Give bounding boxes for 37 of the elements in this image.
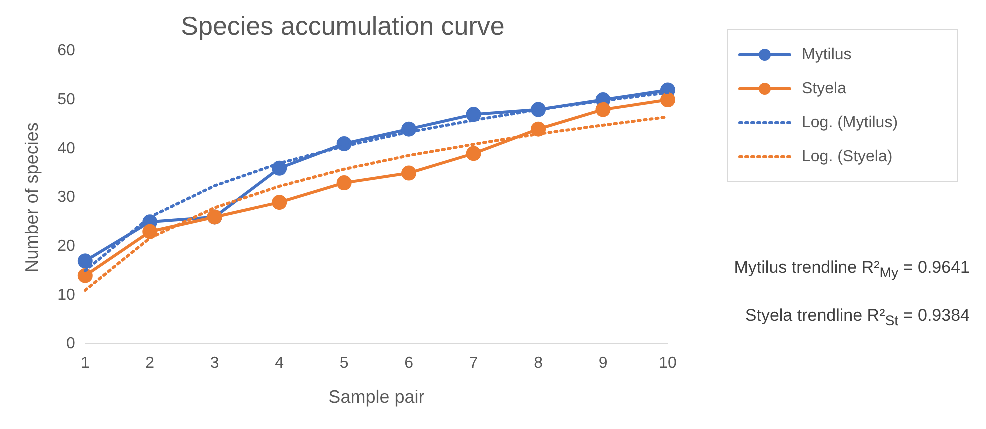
point bbox=[531, 122, 546, 137]
x-tick-label: 5 bbox=[340, 355, 349, 372]
point bbox=[596, 102, 611, 118]
point bbox=[466, 107, 482, 122]
x-tick-label: 1 bbox=[80, 355, 90, 372]
y-tick-label: 40 bbox=[58, 140, 76, 158]
y-axis-title: Number of species bbox=[22, 122, 42, 273]
x-tick-label: 2 bbox=[146, 355, 155, 372]
point bbox=[142, 224, 158, 240]
point bbox=[78, 268, 93, 284]
y-tick-label: 30 bbox=[58, 189, 76, 206]
x-tick-label: 4 bbox=[275, 355, 284, 372]
legend-label: Styela bbox=[802, 80, 847, 98]
y-tick-label: 20 bbox=[58, 238, 76, 255]
point bbox=[660, 92, 676, 108]
x-tick-label: 7 bbox=[469, 355, 478, 372]
x-axis-title: Sample pair bbox=[328, 387, 425, 408]
point bbox=[272, 195, 288, 210]
legend-label: Mytilus bbox=[802, 46, 852, 64]
x-tick-label: 3 bbox=[210, 355, 220, 372]
y-tick-label: 50 bbox=[58, 91, 76, 108]
y-tick-label: 0 bbox=[66, 336, 76, 353]
x-tick-label: 9 bbox=[598, 355, 608, 372]
legend-label: Log. (Mytilus) bbox=[802, 114, 898, 132]
chart-title: Species accumulation curve bbox=[181, 10, 505, 41]
text: Styela trendline R²$_{St}$ = 0.9384 bbox=[745, 306, 970, 330]
point bbox=[466, 146, 482, 162]
x-tick-label: 8 bbox=[534, 355, 544, 372]
x-tick-label: 10 bbox=[659, 355, 677, 372]
text: Mytilus trendline R²$_{My}$ = 0.9641 bbox=[734, 258, 970, 282]
point bbox=[336, 176, 352, 191]
x-tick-label: 6 bbox=[404, 355, 414, 372]
point bbox=[402, 166, 417, 181]
y-tick-label: 60 bbox=[58, 42, 76, 60]
y-tick-label: 10 bbox=[58, 286, 76, 304]
point bbox=[78, 254, 93, 269]
legend-label: Log. (Styela) bbox=[802, 148, 893, 166]
